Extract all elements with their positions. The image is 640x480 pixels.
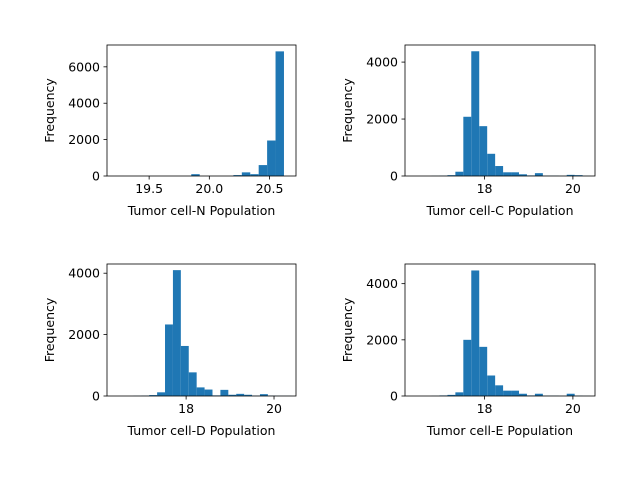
histogram-bar xyxy=(495,385,504,396)
histogram-bar xyxy=(191,174,200,176)
x-tick-label: 20.5 xyxy=(256,181,284,196)
y-tick-label: 0 xyxy=(390,389,398,404)
histogram-bar xyxy=(244,394,253,396)
y-tick-label: 0 xyxy=(390,169,398,184)
x-tick-label: 18 xyxy=(477,181,493,196)
histogram-bar xyxy=(236,393,245,396)
x-tick-label: 20 xyxy=(565,401,581,416)
histogram-bar xyxy=(479,346,488,396)
histogram-bar xyxy=(471,270,480,396)
axes-frame xyxy=(106,44,297,177)
x-tick-label: 20.0 xyxy=(195,181,223,196)
histogram-panel-4: 18 20 0 2000 4000 Tumor cell-E Population Freq… xyxy=(340,263,596,438)
y-axis-label: Frequency xyxy=(340,297,355,362)
histogram-bar xyxy=(447,394,456,396)
histogram-bar xyxy=(228,394,237,396)
y-tick-label: 2000 xyxy=(68,327,100,342)
axes-frame xyxy=(106,263,297,397)
x-tick-label: 18 xyxy=(178,401,194,416)
y-tick-label: 4000 xyxy=(68,266,100,281)
y-axis-label: Frequency xyxy=(340,78,355,143)
histogram-bar xyxy=(566,393,575,396)
histogram-bar xyxy=(519,174,527,176)
y-tick-label: 2000 xyxy=(366,332,398,347)
histogram-bar xyxy=(534,173,543,176)
histogram-bar xyxy=(233,175,242,176)
x-tick-label: 18 xyxy=(477,401,493,416)
histogram-bar xyxy=(455,171,464,176)
histogram-bar xyxy=(471,51,480,176)
histogram-bar xyxy=(259,394,268,396)
histogram-bar xyxy=(495,166,504,176)
histogram-bar xyxy=(566,174,575,176)
histogram-bar xyxy=(204,389,213,396)
x-axis-label: Tumor cell-D Population xyxy=(127,423,276,438)
histogram-bar xyxy=(180,345,189,396)
axes-frame xyxy=(404,44,596,177)
histogram-bar xyxy=(165,324,173,396)
histogram-panel-2: 18 20 0 2000 4000 Tumor cell-C Population Freq… xyxy=(340,44,596,218)
axes-frame xyxy=(404,263,596,397)
histogram-bar xyxy=(503,390,512,396)
histogram-bar xyxy=(220,389,229,396)
histogram-bar xyxy=(487,153,496,176)
y-axis-label: Frequency xyxy=(42,78,57,143)
y-tick-label: 4000 xyxy=(68,96,100,111)
y-tick-label: 6000 xyxy=(68,59,100,74)
histogram-bar xyxy=(172,270,181,396)
histogram-bar xyxy=(157,392,166,396)
x-axis-label: Tumor cell-C Population xyxy=(426,203,574,218)
y-axis-label: Frequency xyxy=(42,297,57,362)
y-tick-label: 2000 xyxy=(366,112,398,127)
histogram-bar xyxy=(188,372,197,396)
x-tick-label: 20 xyxy=(266,401,282,416)
y-tick-label: 0 xyxy=(92,169,100,184)
histogram-panel-1: 19.5 20.0 20.5 0 2000 4000 6000 Tumor cell-N Po… xyxy=(42,44,297,218)
histogram-bar xyxy=(511,172,519,176)
histogram-bar xyxy=(250,174,259,176)
x-axis-label: Tumor cell-N Population xyxy=(127,203,276,218)
histogram-bar xyxy=(487,375,496,396)
histogram-bar xyxy=(149,395,158,396)
x-tick-label: 19.5 xyxy=(135,181,163,196)
y-tick-label: 0 xyxy=(92,389,100,404)
histogram-bar xyxy=(258,165,268,176)
histogram-bar xyxy=(574,175,583,176)
histogram-bar xyxy=(447,175,456,176)
histogram-bar xyxy=(455,392,464,396)
y-tick-label: 4000 xyxy=(366,276,398,291)
histogram-panel-3: 18 20 0 2000 4000 Tumor cell-D Population Freq… xyxy=(42,263,297,438)
x-tick-label: 20 xyxy=(565,181,581,196)
histogram-bar xyxy=(463,116,472,176)
histogram-bar xyxy=(511,390,519,396)
histogram-bar xyxy=(241,172,251,176)
histogram-bar xyxy=(503,172,512,176)
y-tick-label: 2000 xyxy=(68,132,100,147)
histogram-bar xyxy=(196,387,205,396)
histogram-bar xyxy=(479,126,488,176)
x-axis-label: Tumor cell-E Population xyxy=(426,423,573,438)
histogram-bar xyxy=(267,140,276,176)
y-tick-label: 4000 xyxy=(366,55,398,70)
histogram-bar xyxy=(463,339,472,396)
histogram-bar xyxy=(275,51,284,177)
histogram-bar xyxy=(534,393,543,396)
histogram-bar xyxy=(519,393,527,396)
